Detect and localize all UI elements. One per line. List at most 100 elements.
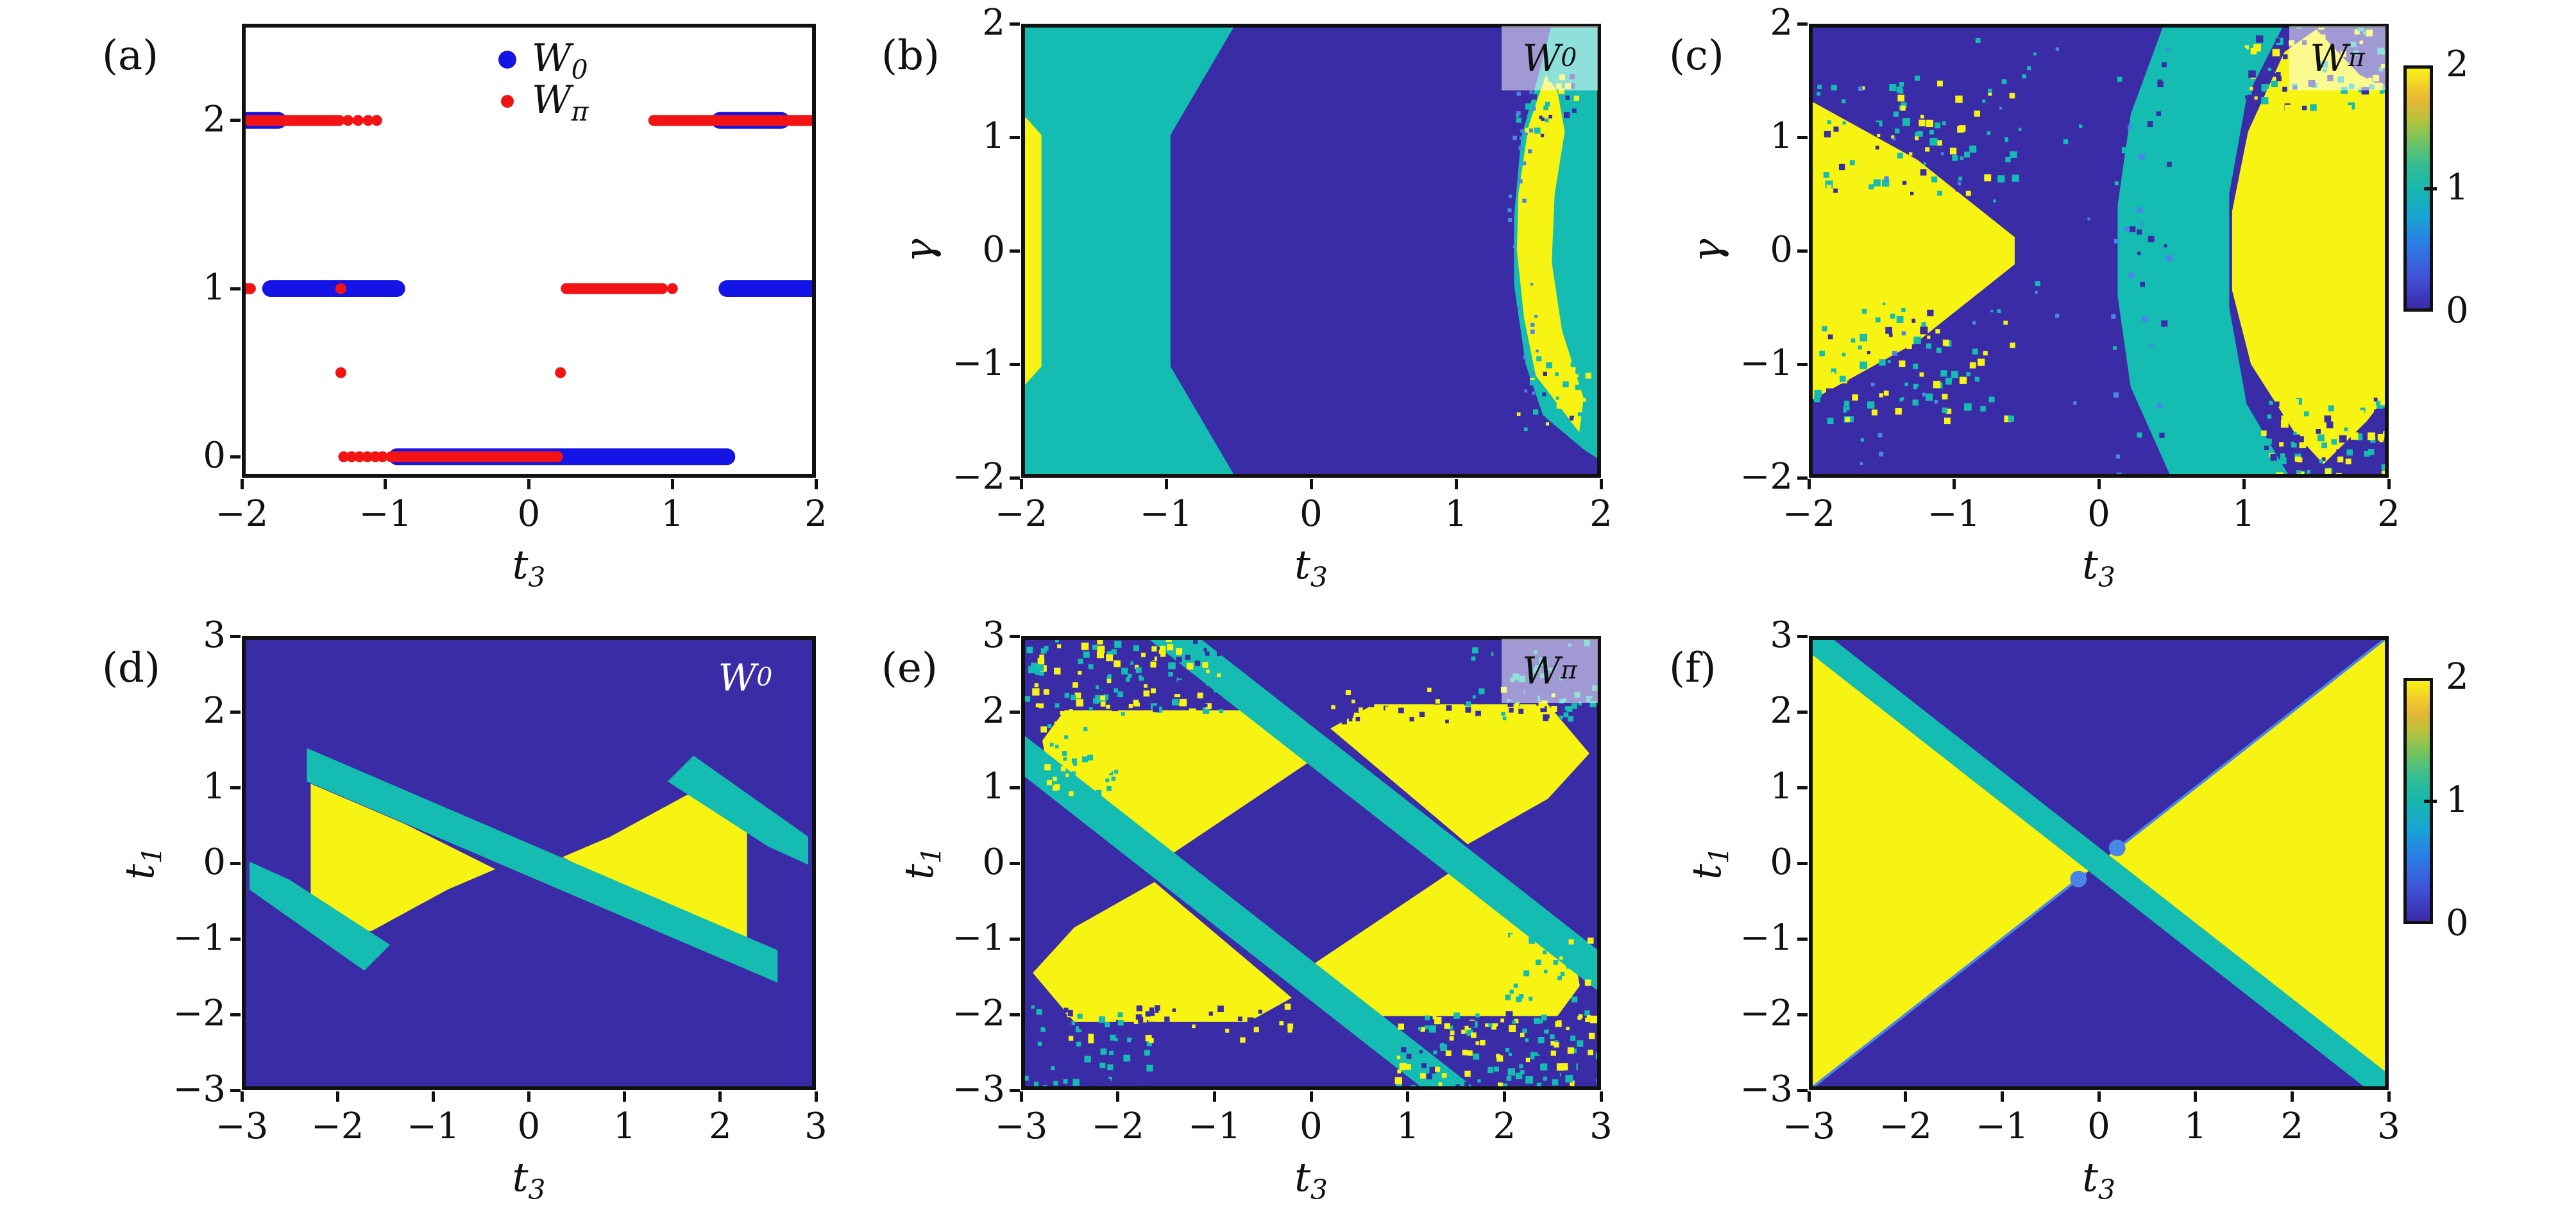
speckle <box>1450 1031 1455 1036</box>
speckle <box>2122 368 2127 373</box>
speckle <box>2261 97 2269 105</box>
speckle <box>2087 217 2090 221</box>
speckle <box>1550 1041 1555 1046</box>
speckle <box>1897 153 1903 159</box>
speckle <box>2362 432 2367 437</box>
speckle <box>1506 715 1511 720</box>
speckle <box>1523 970 1530 977</box>
speckle <box>1381 697 1385 701</box>
speckle <box>1108 674 1112 678</box>
speckle <box>2073 401 2077 405</box>
speckle <box>1540 705 1547 712</box>
speckle <box>1568 939 1574 945</box>
label-base: t <box>1683 863 1730 880</box>
x-tick-label: 1 <box>661 493 684 535</box>
wpi-data-point <box>377 451 388 462</box>
speckle <box>2333 401 2339 407</box>
y-tick-label: −2 <box>1740 456 1793 498</box>
speckle <box>1106 651 1114 657</box>
speckle <box>1523 355 1527 359</box>
speckle <box>1826 96 1833 103</box>
speckle <box>1420 1027 1425 1032</box>
speckle <box>1250 1006 1255 1011</box>
speckle <box>1047 724 1052 728</box>
speckle <box>1187 1028 1192 1034</box>
speckle <box>1168 672 1173 677</box>
speckle <box>2128 124 2133 130</box>
speckle <box>2010 151 2017 159</box>
speckle <box>1439 1043 1445 1048</box>
speckle <box>2254 24 2262 32</box>
speckle <box>1570 1035 1576 1041</box>
speckle <box>1514 1018 1519 1023</box>
speckle <box>1449 1036 1454 1041</box>
speckle <box>2114 239 2119 244</box>
speckle <box>1482 696 1489 703</box>
speckle <box>2271 80 2278 87</box>
speckle <box>1080 1032 1085 1038</box>
speckle <box>1164 1016 1170 1022</box>
speckle <box>1429 1066 1437 1074</box>
speckle <box>2128 272 2135 278</box>
speckle <box>1920 169 1927 176</box>
speckle <box>1842 99 1846 104</box>
speckle <box>1877 433 1883 438</box>
speckle <box>1485 1023 1489 1027</box>
axes-spines <box>242 24 816 478</box>
speckle <box>1466 1029 1473 1036</box>
speckle <box>2013 378 2018 383</box>
colorbar-tick-label: 2 <box>2446 656 2469 698</box>
speckle <box>1564 112 1570 119</box>
speckle <box>1142 1018 1147 1023</box>
speckle <box>2159 432 2165 438</box>
speckle <box>1496 1026 1500 1031</box>
speckle <box>1476 716 1481 721</box>
x-tick-label: 3 <box>804 1106 827 1147</box>
speckle <box>1858 96 1863 100</box>
speckle <box>2035 290 2038 294</box>
speckle <box>1089 669 1093 673</box>
speckle <box>1039 654 1044 660</box>
y-tick <box>1797 249 1808 253</box>
x-tick <box>2194 1091 2198 1102</box>
speckle <box>1051 1023 1056 1028</box>
speckle <box>1393 717 1400 723</box>
speckle <box>1142 696 1148 702</box>
speckle <box>1944 417 1951 425</box>
speckle <box>1964 80 1969 85</box>
speckle <box>1071 655 1078 662</box>
x-axis-label: t3 <box>1247 545 1375 596</box>
speckle <box>1133 1020 1139 1024</box>
speckle <box>1088 664 1094 669</box>
speckle <box>2264 445 2269 451</box>
label-base: t <box>116 863 163 880</box>
speckle <box>1538 702 1545 709</box>
y-tick-label: 1 <box>1770 115 1793 157</box>
speckle <box>1920 326 1928 335</box>
label-subscript: 3 <box>2098 561 2115 593</box>
speckle <box>1464 1070 1471 1077</box>
speckle <box>1130 661 1134 665</box>
speckle <box>1885 326 1892 334</box>
x-tick <box>2387 1091 2391 1102</box>
x-axis-label: t3 <box>1247 1157 1375 1209</box>
speckle <box>1525 103 1532 110</box>
speckle <box>1574 1079 1580 1085</box>
speckle <box>2380 398 2388 406</box>
speckle <box>1536 349 1539 353</box>
speckle <box>1515 1072 1523 1079</box>
speckle <box>1509 989 1514 994</box>
speckle <box>1919 119 1926 126</box>
heatmap-dot <box>2108 839 2126 857</box>
x-tick-label: 2 <box>709 1106 732 1147</box>
speckle <box>1100 695 1105 701</box>
speckle <box>2382 471 2388 477</box>
speckle <box>1572 1048 1577 1054</box>
speckle <box>2153 335 2158 341</box>
speckle <box>1901 102 1907 108</box>
speckle <box>1860 361 1867 369</box>
speckle <box>1539 115 1543 119</box>
speckle <box>1449 1025 1453 1030</box>
y-tick-label: −1 <box>952 342 1005 384</box>
speckle <box>1525 1057 1530 1063</box>
